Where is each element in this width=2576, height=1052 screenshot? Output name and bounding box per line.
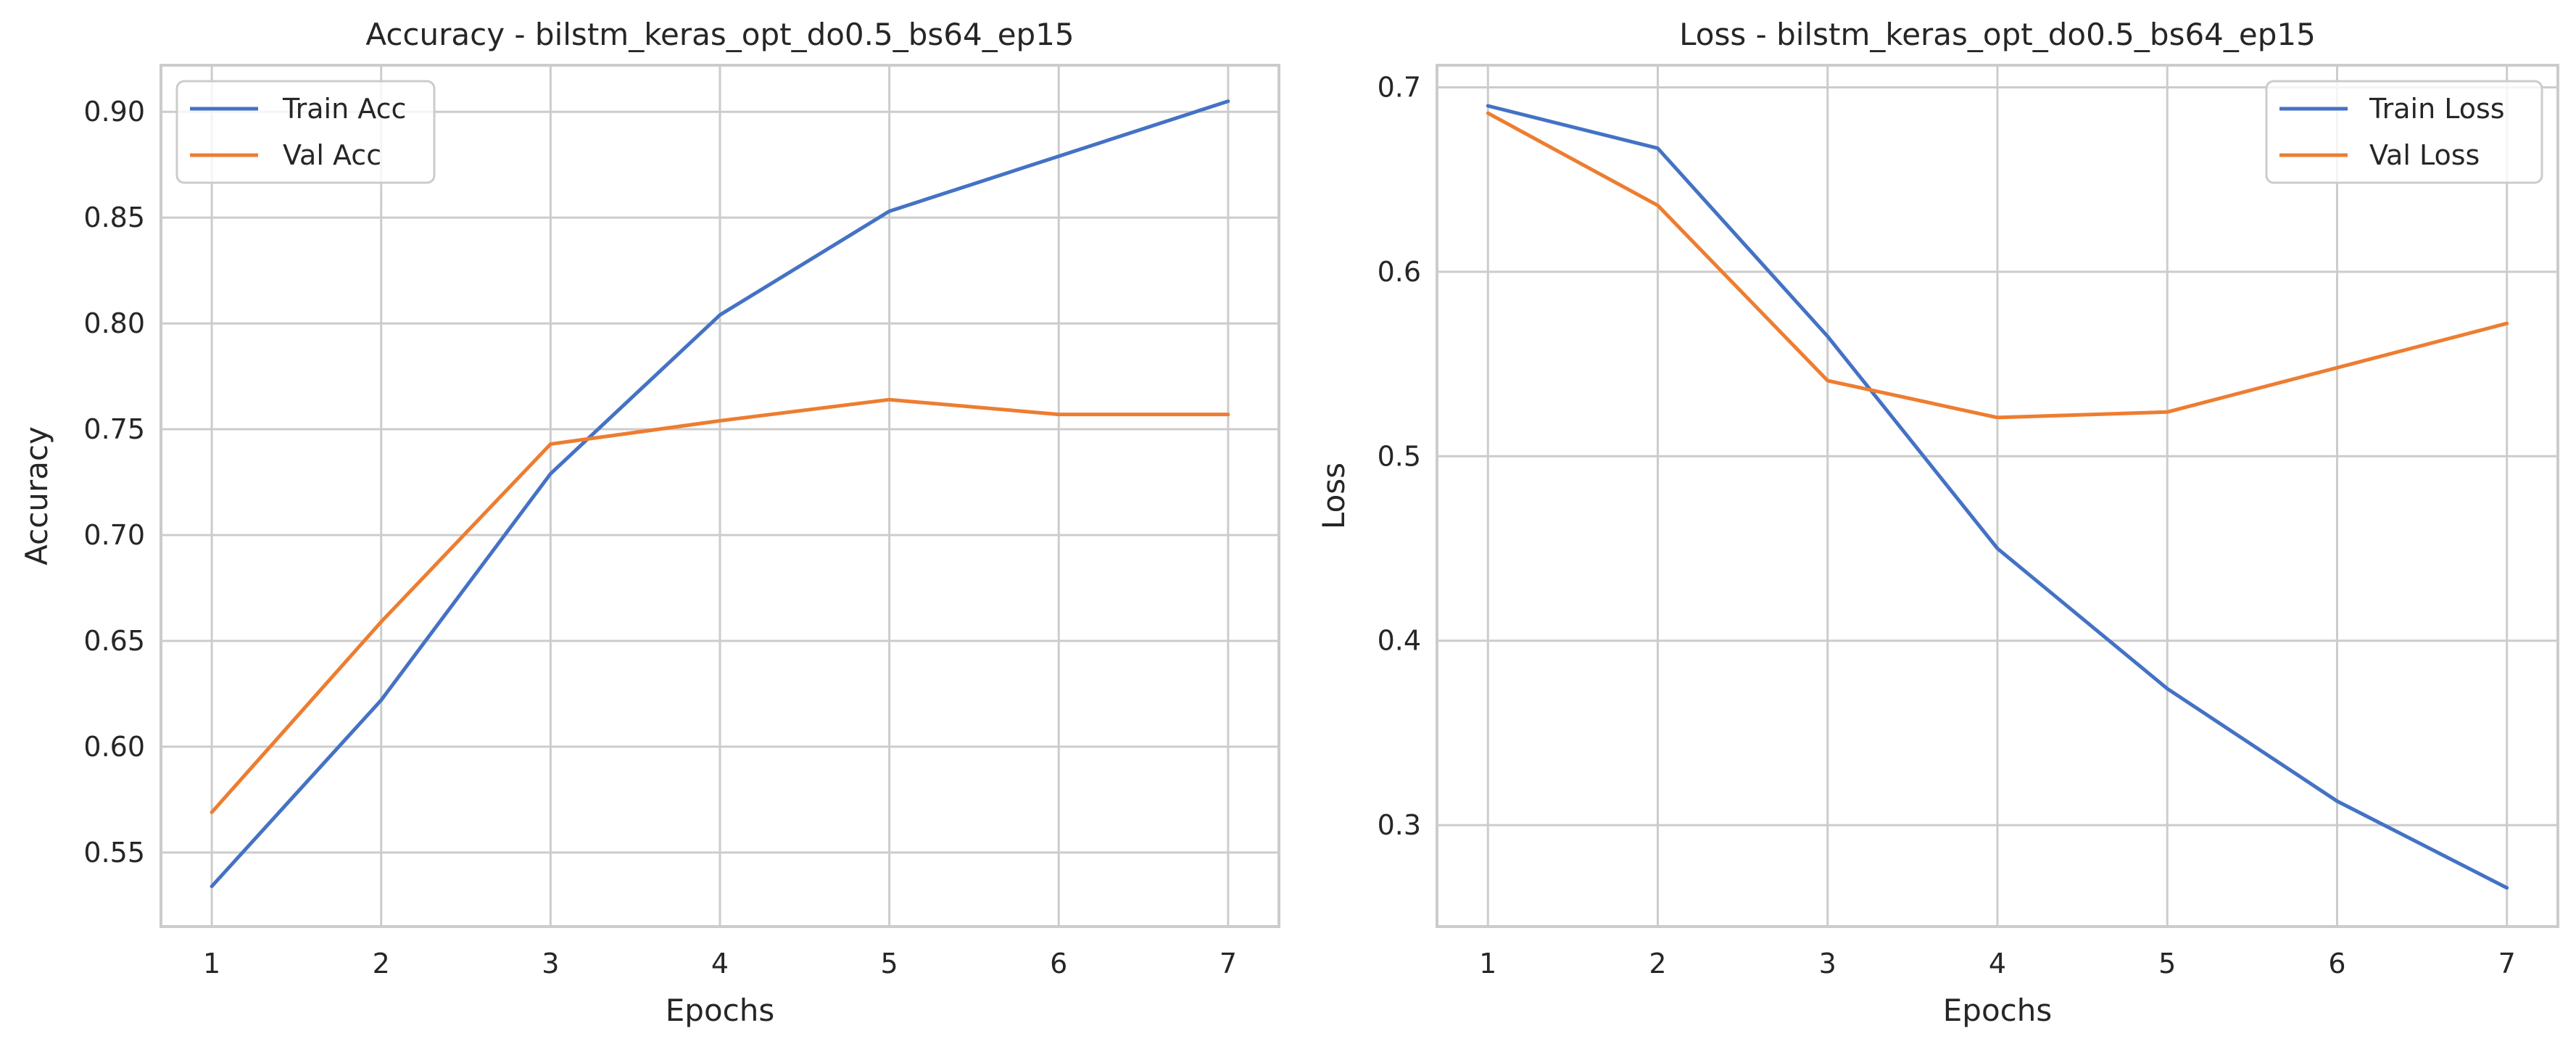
accuracy-x-tick-label: 3 [542,948,559,979]
accuracy-train-line [210,99,1230,888]
loss-chart: Loss - bilstm_keras_opt_do0.5_bs64_ep15 … [1316,17,2559,1028]
accuracy-y-tick-label: 0.80 [83,307,145,339]
loss-x-tick-label: 1 [1479,948,1496,979]
loss-x-tick-label: 6 [2328,948,2345,979]
accuracy-y-tick-label: 0.90 [83,96,145,128]
loss-y-tick-label: 0.5 [1378,440,1421,472]
loss-legend-label-train: Train Loss [2369,93,2505,125]
loss-y-tick-label: 0.4 [1378,625,1421,657]
loss-grid [1437,65,2558,927]
accuracy-x-tick-label: 5 [881,948,898,979]
loss-x-ticks: 1 2 3 4 5 6 7 [1479,948,2516,979]
loss-x-axis-label: Epochs [1943,993,2053,1028]
loss-x-tick-label: 5 [2158,948,2176,979]
accuracy-x-tick-label: 4 [711,948,729,979]
loss-y-axis-label: Loss [1316,463,1351,529]
accuracy-x-tick-label: 1 [203,948,220,979]
accuracy-y-tick-label: 0.75 [83,413,145,445]
loss-y-tick-label: 0.3 [1378,809,1421,841]
accuracy-y-tick-label: 0.65 [83,625,145,657]
loss-chart-title: Loss - bilstm_keras_opt_do0.5_bs64_ep15 [1679,17,2316,52]
loss-x-tick-label: 7 [2498,948,2516,979]
accuracy-plot-frame [160,64,1280,928]
accuracy-grid [161,65,1279,927]
accuracy-chart: Accuracy - bilstm_keras_opt_do0.5_bs64_e… [19,17,1280,1028]
accuracy-legend-box [175,80,436,184]
loss-y-tick-label: 0.7 [1378,72,1421,104]
loss-y-ticks: 0.3 0.4 0.5 0.6 0.7 [1378,72,1421,842]
accuracy-x-axis-label: Epochs [666,993,775,1028]
accuracy-x-tick-label: 2 [373,948,390,979]
loss-legend-box [2265,80,2543,184]
accuracy-y-ticks: 0.55 0.60 0.65 0.70 0.75 0.80 0.85 0.90 [83,96,145,869]
accuracy-y-tick-label: 0.70 [83,519,145,551]
accuracy-legend-label-train: Train Acc [282,93,406,125]
accuracy-y-tick-label: 0.55 [83,837,145,869]
loss-y-tick-label: 0.6 [1378,256,1421,288]
accuracy-x-tick-label: 6 [1050,948,1067,979]
accuracy-chart-title: Accuracy - bilstm_keras_opt_do0.5_bs64_e… [365,17,1074,52]
accuracy-val-line [210,397,1230,814]
accuracy-x-ticks: 1 2 3 4 5 6 7 [203,948,1237,979]
loss-x-tick-label: 3 [1819,948,1836,979]
accuracy-legend: Train Acc Val Acc [175,80,436,184]
loss-x-tick-label: 4 [1989,948,2006,979]
accuracy-series [210,99,1230,888]
loss-train-line [1486,104,2509,890]
accuracy-x-tick-label: 7 [1219,948,1237,979]
loss-val-line [1486,111,2509,420]
loss-legend: Train Loss Val Loss [2265,80,2543,184]
loss-x-tick-label: 2 [1649,948,1666,979]
loss-legend-label-val: Val Loss [2369,139,2480,171]
loss-plot-frame [1436,64,2559,928]
accuracy-legend-label-val: Val Acc [283,139,381,171]
loss-series [1486,104,2509,890]
accuracy-y-tick-label: 0.85 [83,202,145,233]
accuracy-y-axis-label: Accuracy [19,426,54,566]
accuracy-y-tick-label: 0.60 [83,731,145,763]
